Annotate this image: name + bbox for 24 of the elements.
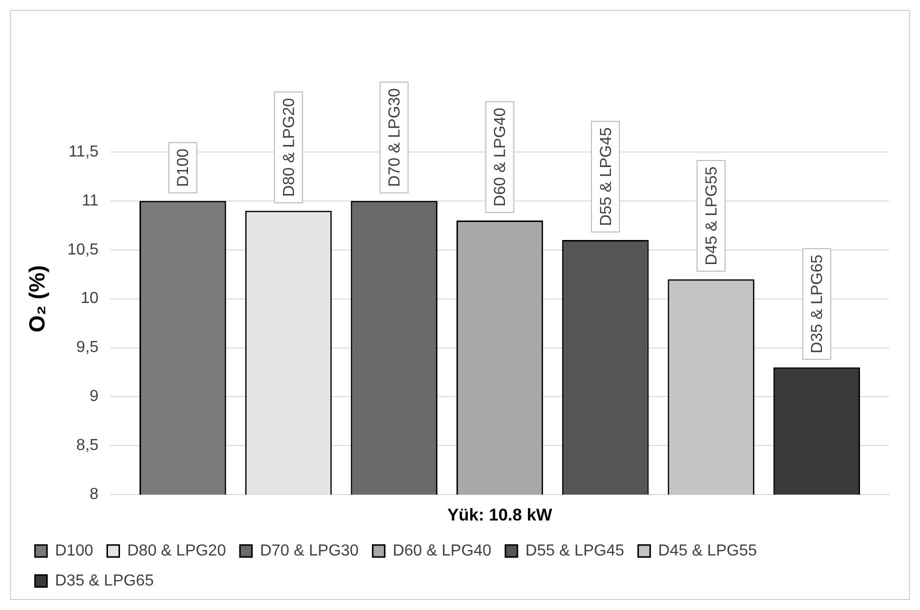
y-tick-label: 10,5	[67, 241, 99, 258]
legend-label: D100	[55, 542, 94, 560]
y-tick-label: 9	[90, 388, 99, 406]
legend-label: D45 & LPG55	[658, 542, 757, 560]
y-tick-label: 8	[90, 486, 99, 504]
y-tick-label: 11	[82, 192, 99, 210]
legend-label: D60 & LPG40	[392, 542, 492, 560]
text: D100	[175, 148, 192, 187]
text: D70 & LPG30	[386, 88, 404, 187]
legend-label: D35 & LPG65	[55, 572, 154, 590]
y-tick-label: 8,5	[76, 437, 99, 454]
text: D80 & LPG20	[280, 98, 298, 197]
legend-label: D70 & LPG30	[260, 542, 359, 560]
text: D60 & LPG40	[492, 108, 510, 206]
y-tick-label: 9,5	[76, 339, 99, 356]
y-tick-label: 10	[80, 290, 99, 308]
y-tick-label: 11,5	[68, 143, 99, 160]
y-axis-title: O₂ (%)	[24, 265, 50, 332]
text: D45 & LPG55	[703, 166, 720, 266]
legend-label: D80 & LPG20	[127, 542, 226, 560]
text: D55 & LPG45	[598, 127, 615, 226]
text: D35 & LPG65	[809, 254, 826, 354]
legend-label: D55 & LPG45	[525, 542, 624, 560]
x-tick-label: Yük: 10.8 kW	[447, 505, 554, 524]
